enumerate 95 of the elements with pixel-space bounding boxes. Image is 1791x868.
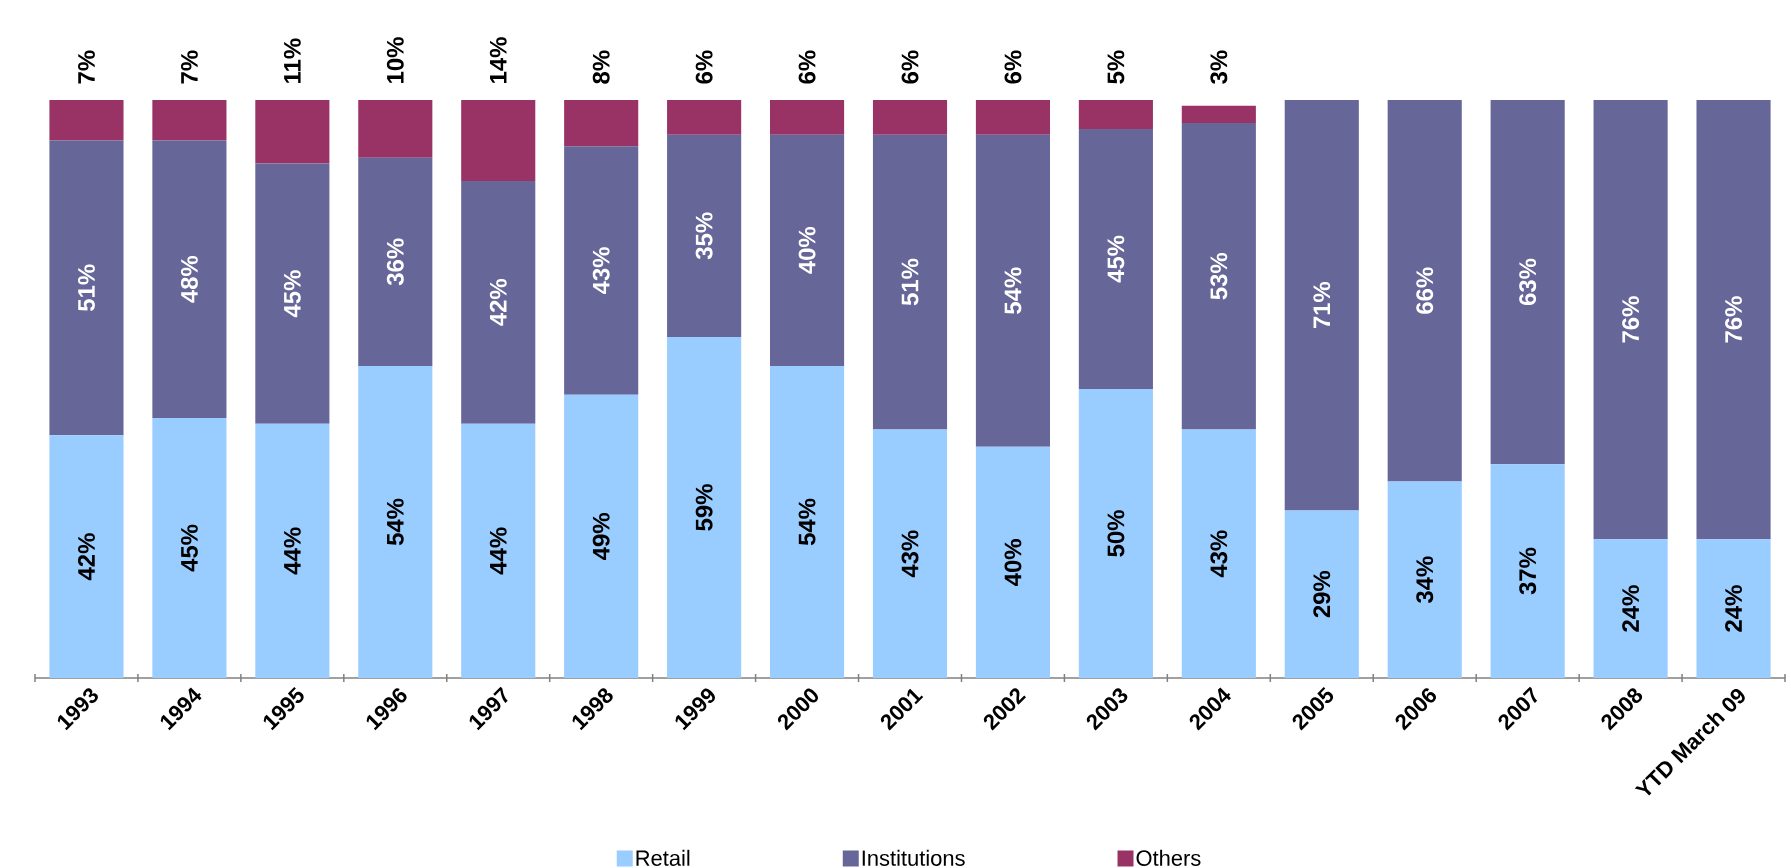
- data-label: 50%: [1107, 510, 1125, 557]
- bar: [358, 99, 433, 158]
- bar: [1490, 99, 1565, 465]
- bar: [49, 140, 124, 436]
- data-label: 54%: [386, 498, 404, 546]
- data-label: 3%: [1210, 50, 1228, 84]
- bar: [564, 99, 639, 147]
- data-label: 71%: [1313, 281, 1331, 329]
- bar: [461, 423, 536, 678]
- data-label: 8%: [592, 50, 610, 84]
- bar: [1078, 128, 1153, 389]
- data-label: 59%: [695, 484, 713, 531]
- bar: [872, 99, 948, 135]
- bar: [255, 163, 330, 424]
- data-label: 37%: [1519, 547, 1537, 595]
- data-label: 6%: [798, 50, 816, 84]
- bar: [564, 146, 639, 395]
- bar: [1387, 99, 1462, 482]
- data-label: 24%: [1622, 585, 1640, 632]
- data-label: 54%: [798, 498, 816, 546]
- data-label: 40%: [798, 226, 816, 274]
- bar: [49, 435, 124, 678]
- data-label: 43%: [1210, 530, 1228, 578]
- data-label: 36%: [386, 238, 404, 286]
- bar: [358, 365, 433, 678]
- data-label: 44%: [489, 527, 507, 575]
- data-label: 35%: [695, 212, 713, 260]
- data-label: 6%: [1004, 50, 1022, 84]
- bar: [1284, 99, 1359, 511]
- bar: [1181, 429, 1256, 678]
- data-label: 45%: [180, 524, 198, 572]
- bar: [770, 365, 845, 678]
- data-label: 6%: [901, 50, 919, 84]
- data-label: 5%: [1107, 50, 1125, 84]
- bar: [975, 134, 1050, 447]
- bar: [1284, 510, 1359, 678]
- bar: [1181, 123, 1256, 430]
- bar: [975, 446, 1050, 678]
- legend-label: Others: [1136, 849, 1201, 866]
- data-label: 7%: [78, 50, 95, 84]
- data-label: 42%: [489, 279, 507, 326]
- data-label: 51%: [78, 264, 95, 312]
- data-label: 14%: [489, 37, 507, 83]
- bar: [770, 99, 845, 135]
- bar: [255, 99, 330, 164]
- bar: [1078, 389, 1153, 678]
- bar: [152, 140, 227, 418]
- data-label: 29%: [1313, 570, 1331, 618]
- data-label: 76%: [1622, 296, 1640, 343]
- bar: [564, 394, 639, 678]
- data-label: 66%: [1416, 267, 1434, 314]
- bar: [152, 417, 227, 678]
- data-label: 43%: [901, 530, 919, 578]
- data-label: 53%: [1210, 253, 1228, 300]
- data-label: 45%: [1107, 235, 1125, 283]
- data-label: 44%: [283, 527, 301, 575]
- bar: [1078, 99, 1153, 129]
- data-label: 45%: [283, 270, 301, 318]
- data-label: 6%: [695, 50, 713, 84]
- bar: [667, 134, 742, 337]
- data-label: 63%: [1519, 258, 1537, 306]
- legend-label: Retail: [636, 849, 690, 866]
- data-label: 48%: [180, 255, 198, 303]
- bar: [1696, 99, 1771, 540]
- bar: [1593, 539, 1668, 678]
- bar: [667, 99, 742, 135]
- data-label: 34%: [1416, 556, 1434, 604]
- bar: [152, 99, 227, 141]
- legend-label: Institutions: [862, 849, 965, 866]
- bar: [49, 99, 124, 141]
- bar: [1387, 481, 1462, 678]
- bar: [872, 134, 948, 430]
- bar: [358, 157, 433, 366]
- data-label: 11%: [283, 38, 301, 83]
- data-label: 10%: [386, 37, 404, 83]
- data-label: 42%: [78, 533, 95, 581]
- bar: [975, 99, 1050, 135]
- bar: [461, 180, 536, 424]
- bar: [255, 423, 330, 678]
- bar: [667, 336, 742, 678]
- bar: [461, 99, 536, 181]
- bar: [1696, 539, 1771, 678]
- data-label: 24%: [1725, 585, 1742, 632]
- bar: [1593, 99, 1668, 540]
- data-label: 51%: [901, 258, 919, 306]
- data-label: 7%: [181, 50, 198, 84]
- data-label: 54%: [1004, 267, 1022, 314]
- bar: [1490, 464, 1565, 678]
- data-label: 49%: [592, 513, 610, 560]
- data-label: 76%: [1725, 296, 1742, 343]
- bar: [872, 429, 948, 678]
- bar: [770, 134, 845, 366]
- data-label: 40%: [1004, 539, 1022, 586]
- data-label: 43%: [592, 247, 610, 295]
- bar: [1181, 105, 1256, 124]
